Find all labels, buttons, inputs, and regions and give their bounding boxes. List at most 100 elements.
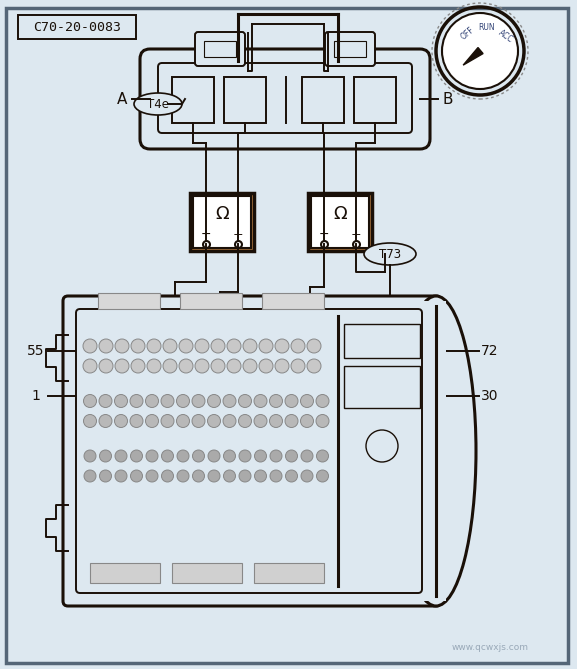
- Circle shape: [145, 415, 159, 427]
- Circle shape: [270, 450, 282, 462]
- Circle shape: [307, 359, 321, 373]
- FancyBboxPatch shape: [262, 293, 324, 309]
- Ellipse shape: [364, 243, 416, 265]
- Circle shape: [163, 359, 177, 373]
- Text: OFF: OFF: [459, 25, 477, 41]
- Circle shape: [177, 470, 189, 482]
- Circle shape: [145, 395, 159, 407]
- Circle shape: [84, 415, 96, 427]
- Circle shape: [227, 339, 241, 353]
- Circle shape: [114, 415, 128, 427]
- FancyBboxPatch shape: [140, 49, 430, 149]
- Circle shape: [208, 395, 220, 407]
- Circle shape: [317, 450, 328, 462]
- Circle shape: [115, 450, 127, 462]
- Text: 1: 1: [32, 389, 40, 403]
- Circle shape: [130, 470, 143, 482]
- FancyBboxPatch shape: [344, 366, 420, 408]
- Circle shape: [275, 339, 289, 353]
- Text: A: A: [117, 92, 127, 106]
- Circle shape: [285, 395, 298, 407]
- Circle shape: [307, 339, 321, 353]
- FancyBboxPatch shape: [224, 77, 266, 123]
- Text: +: +: [233, 227, 243, 240]
- Circle shape: [177, 395, 189, 407]
- Circle shape: [223, 450, 235, 462]
- Circle shape: [161, 395, 174, 407]
- Circle shape: [223, 395, 236, 407]
- FancyBboxPatch shape: [6, 8, 568, 663]
- Text: Ω: Ω: [333, 205, 347, 223]
- Circle shape: [239, 450, 251, 462]
- Circle shape: [179, 359, 193, 373]
- Circle shape: [147, 359, 161, 373]
- Circle shape: [286, 450, 298, 462]
- Circle shape: [99, 359, 113, 373]
- Circle shape: [84, 395, 96, 407]
- FancyBboxPatch shape: [311, 196, 369, 248]
- FancyBboxPatch shape: [325, 32, 375, 66]
- Circle shape: [301, 415, 313, 427]
- Circle shape: [83, 339, 97, 353]
- Circle shape: [254, 395, 267, 407]
- Text: www.qcwxjs.com: www.qcwxjs.com: [451, 642, 529, 652]
- Circle shape: [146, 450, 158, 462]
- Circle shape: [301, 470, 313, 482]
- Circle shape: [317, 470, 328, 482]
- Circle shape: [195, 339, 209, 353]
- Circle shape: [192, 415, 205, 427]
- FancyBboxPatch shape: [254, 563, 324, 583]
- Text: T4e: T4e: [147, 98, 169, 110]
- FancyBboxPatch shape: [18, 15, 136, 39]
- Circle shape: [115, 359, 129, 373]
- Circle shape: [269, 415, 283, 427]
- Polygon shape: [463, 47, 483, 65]
- Circle shape: [285, 415, 298, 427]
- Circle shape: [259, 339, 273, 353]
- Circle shape: [239, 470, 251, 482]
- Ellipse shape: [396, 296, 476, 606]
- Text: −: −: [201, 227, 211, 240]
- Text: −: −: [319, 227, 329, 240]
- Circle shape: [161, 415, 174, 427]
- Circle shape: [223, 470, 235, 482]
- FancyBboxPatch shape: [172, 77, 214, 123]
- Circle shape: [195, 359, 209, 373]
- FancyBboxPatch shape: [63, 296, 441, 606]
- Text: ACC: ACC: [497, 28, 515, 44]
- Circle shape: [243, 359, 257, 373]
- Circle shape: [227, 359, 241, 373]
- Text: RUN: RUN: [479, 23, 495, 31]
- FancyBboxPatch shape: [354, 77, 396, 123]
- Circle shape: [316, 415, 329, 427]
- Ellipse shape: [134, 93, 182, 115]
- FancyBboxPatch shape: [90, 563, 160, 583]
- Circle shape: [147, 339, 161, 353]
- Circle shape: [163, 339, 177, 353]
- Circle shape: [291, 359, 305, 373]
- Circle shape: [130, 415, 143, 427]
- Circle shape: [99, 339, 113, 353]
- Circle shape: [99, 415, 112, 427]
- FancyBboxPatch shape: [396, 301, 446, 601]
- Circle shape: [301, 395, 313, 407]
- Circle shape: [275, 359, 289, 373]
- FancyBboxPatch shape: [302, 77, 344, 123]
- FancyBboxPatch shape: [308, 193, 372, 251]
- Circle shape: [115, 470, 127, 482]
- Circle shape: [442, 13, 518, 89]
- Text: Ω: Ω: [215, 205, 229, 223]
- Circle shape: [99, 450, 111, 462]
- Circle shape: [162, 450, 174, 462]
- FancyBboxPatch shape: [190, 193, 254, 251]
- FancyBboxPatch shape: [334, 41, 366, 57]
- Circle shape: [131, 339, 145, 353]
- Circle shape: [254, 470, 267, 482]
- Circle shape: [83, 359, 97, 373]
- Circle shape: [193, 470, 204, 482]
- Circle shape: [301, 450, 313, 462]
- Circle shape: [115, 339, 129, 353]
- Text: +: +: [351, 227, 361, 240]
- Circle shape: [208, 415, 220, 427]
- Circle shape: [316, 395, 329, 407]
